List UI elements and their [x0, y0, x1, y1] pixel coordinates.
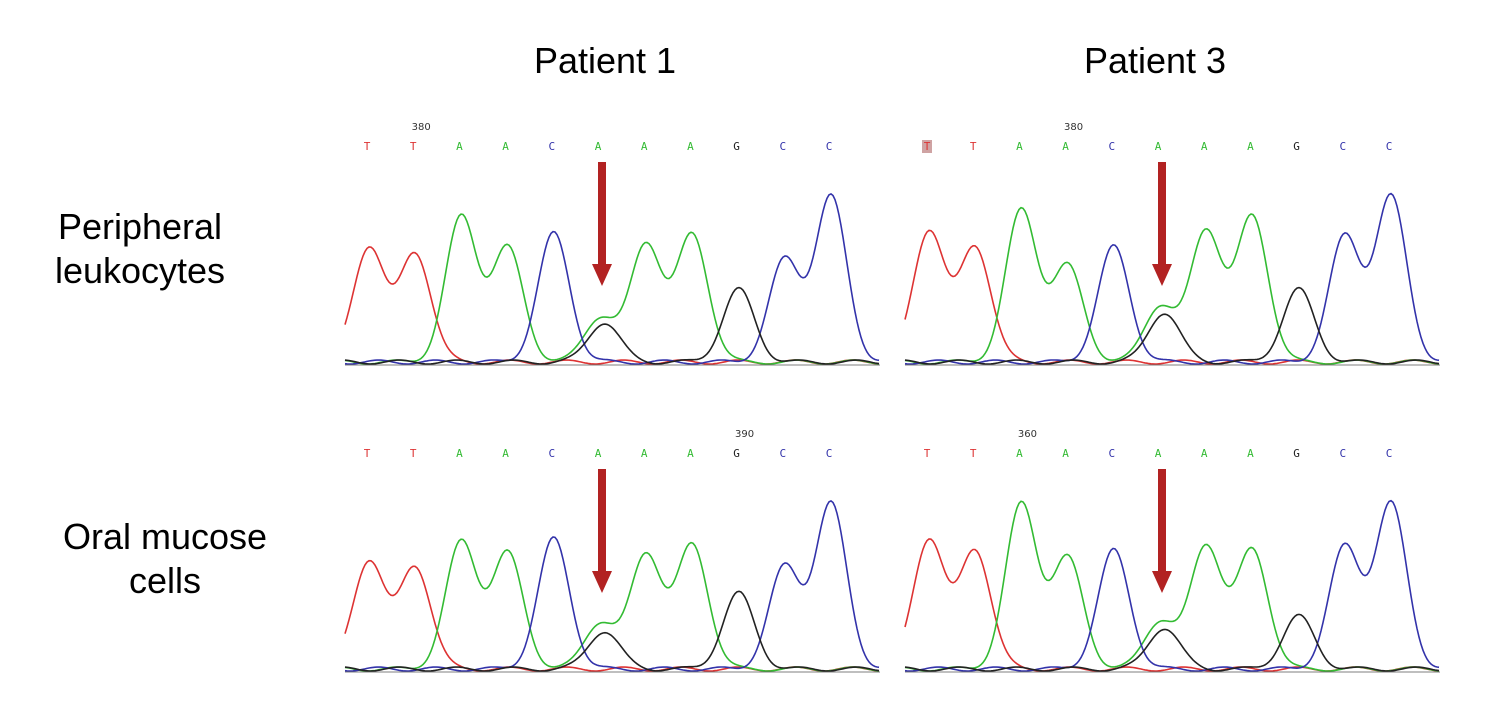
base-highlight [922, 140, 932, 153]
trace-c [904, 192, 1440, 365]
trace-t [904, 538, 1440, 672]
column-title-patient-1: Patient 1 [533, 40, 677, 81]
base-call: C [1108, 447, 1115, 460]
mutation-arrow [1152, 162, 1172, 286]
base-call: A [687, 140, 694, 153]
row-label-line1: Oral mucose [62, 516, 268, 557]
chromatogram-patient3-oral: 360 T T A A C A A A G C C [904, 425, 1440, 677]
base-call: A [502, 140, 509, 153]
trace-c [904, 499, 1440, 672]
base-call: A [1016, 140, 1023, 153]
base-call: C [1339, 447, 1346, 460]
trace-c [344, 499, 880, 672]
base-call: A [595, 140, 602, 153]
mutation-arrow [592, 162, 612, 286]
base-call: C [826, 140, 833, 153]
base-call: A [456, 140, 463, 153]
base-call: G [733, 140, 740, 153]
base-call: C [1108, 140, 1115, 153]
trace-a [344, 538, 880, 672]
base-call: A [1247, 140, 1254, 153]
base-call: A [641, 140, 648, 153]
row-label-line2: cells [128, 560, 202, 601]
base-call: A [1201, 140, 1208, 153]
base-call: T [410, 447, 417, 460]
base-call: A [1016, 447, 1023, 460]
trace-a [344, 213, 880, 365]
trace-a [904, 206, 1440, 365]
row-label-peripheral-leukocytes: Peripheral leukocytes [0, 205, 290, 293]
base-call: A [1247, 447, 1254, 460]
base-call: C [779, 140, 786, 153]
base-call: C [1339, 140, 1346, 153]
base-call: G [1293, 447, 1300, 460]
base-call: C [826, 447, 833, 460]
base-call: T [924, 447, 931, 460]
mutation-arrow [592, 469, 612, 593]
column-title-patient-3: Patient 3 [1083, 40, 1227, 81]
trace-g [344, 286, 880, 365]
base-call: C [548, 447, 555, 460]
row-label-line1: Peripheral [57, 206, 223, 247]
trace-t [344, 246, 880, 365]
base-call: A [1155, 447, 1162, 460]
trace-g [904, 286, 1440, 365]
base-call: A [456, 447, 463, 460]
base-call: T [364, 140, 371, 153]
base-call: A [502, 447, 509, 460]
base-call: C [548, 140, 555, 153]
base-call: C [1386, 140, 1393, 153]
base-call: T [924, 140, 931, 153]
trace-t [904, 229, 1440, 365]
chromatogram-patient3-leukocytes: 380 T T A A C A A A G C C [904, 118, 1440, 370]
base-call: A [1062, 140, 1069, 153]
row-label-oral-mucose-cells: Oral mucose cells [20, 515, 310, 603]
base-call: T [364, 447, 371, 460]
chromatogram-patient1-leukocytes: 380 T T A A C A A A G C C [344, 118, 880, 370]
trace-t [344, 559, 880, 672]
position-marker: 380 [1064, 122, 1083, 133]
row-label-line2: leukocytes [54, 250, 226, 291]
trace-g [904, 613, 1440, 672]
position-marker: 390 [735, 429, 754, 440]
position-marker: 380 [412, 122, 431, 133]
base-call: T [410, 140, 417, 153]
position-marker: 360 [1018, 429, 1037, 440]
base-call: A [641, 447, 648, 460]
base-call: T [970, 447, 977, 460]
base-call: G [1293, 140, 1300, 153]
mutation-arrow [1152, 469, 1172, 593]
base-call: A [595, 447, 602, 460]
base-call: G [733, 447, 740, 460]
base-call: C [779, 447, 786, 460]
trace-c [344, 192, 880, 365]
base-call: A [1062, 447, 1069, 460]
base-call: A [1201, 447, 1208, 460]
base-call: A [687, 447, 694, 460]
trace-g [344, 590, 880, 672]
base-call: A [1155, 140, 1162, 153]
chromatogram-patient1-oral: 390 T T A A C A A A G C C [344, 425, 880, 677]
trace-a [904, 500, 1440, 672]
base-call: C [1386, 447, 1393, 460]
base-call: T [970, 140, 977, 153]
